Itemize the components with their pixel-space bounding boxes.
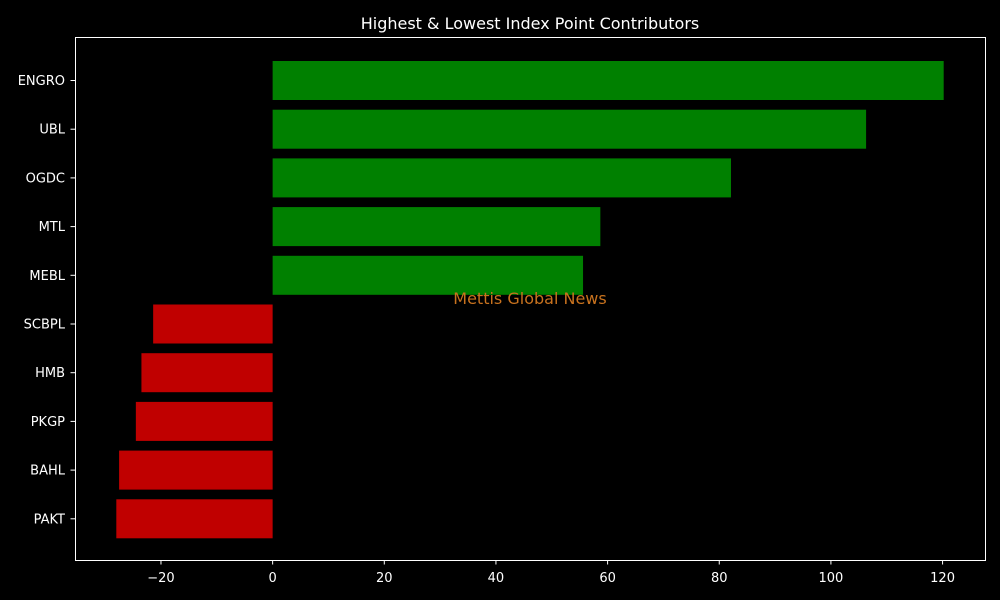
- x-tick-label: 100: [819, 571, 844, 586]
- y-axis: ENGRO UBL OGDC MTL MEBL SCBPL HMB PKGP BAHL PAKT: [18, 74, 75, 527]
- x-tick-label: 120: [930, 571, 955, 586]
- bar-mebl: [272, 255, 584, 295]
- x-axis: −20 0 20 40 60 80 100 120: [147, 560, 955, 586]
- chart-title: Highest & Lowest Index Point Contributor…: [361, 14, 700, 33]
- x-tick-label: 40: [488, 571, 505, 586]
- bars-group: [116, 61, 944, 539]
- x-tick-label: 80: [711, 571, 728, 586]
- x-tick-label: 0: [268, 571, 276, 586]
- bar-ubl: [272, 109, 867, 149]
- x-tick-label: −20: [147, 571, 174, 586]
- plot-area-frame: [75, 37, 986, 561]
- watermark-text: Mettis Global News: [453, 289, 606, 308]
- y-tick-label-pkgp: PKGP: [31, 415, 65, 430]
- bar-scbpl: [153, 304, 273, 344]
- bar-pakt: [116, 499, 273, 539]
- bar-ogdc: [272, 158, 731, 198]
- y-tick-label-ubl: UBL: [39, 123, 65, 138]
- bar-pkgp: [135, 401, 273, 441]
- y-tick-label-mebl: MEBL: [29, 269, 65, 284]
- bar-engro: [272, 61, 944, 100]
- bar-bahl: [119, 450, 273, 490]
- y-tick-label-pakt: PAKT: [34, 512, 65, 527]
- y-tick-label-scbpl: SCBPL: [24, 318, 66, 333]
- bar-mtl: [272, 207, 601, 247]
- y-tick-label-engro: ENGRO: [18, 74, 65, 89]
- x-tick-label: 20: [376, 571, 393, 586]
- y-tick-label-bahl: BAHL: [30, 464, 66, 479]
- y-tick-label-hmb: HMB: [35, 366, 65, 381]
- y-tick-label-ogdc: OGDC: [26, 171, 65, 186]
- y-tick-label-mtl: MTL: [39, 220, 66, 235]
- bar-hmb: [141, 353, 273, 393]
- x-tick-label: 60: [599, 571, 616, 586]
